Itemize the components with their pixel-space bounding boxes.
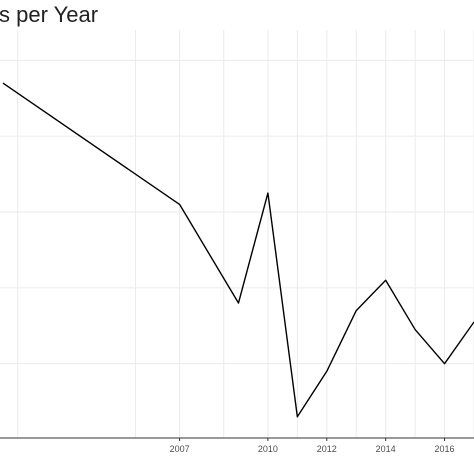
data-point [296, 416, 298, 418]
data-point [237, 302, 239, 304]
x-tick-label: 2007 [170, 444, 190, 454]
data-point [267, 192, 269, 194]
grid [0, 30, 474, 438]
x-tick-label: 2016 [435, 444, 455, 454]
chart-title: s per Year [0, 2, 98, 27]
x-tick-label: 2010 [258, 444, 278, 454]
x-tick-label: 2014 [376, 444, 396, 454]
data-point [326, 370, 328, 372]
series [2, 82, 474, 418]
data-point [414, 329, 416, 331]
data-point [355, 310, 357, 312]
data-point [385, 279, 387, 281]
data-point [444, 363, 446, 365]
data-point [179, 203, 181, 205]
series-line [2, 82, 474, 418]
data-point [2, 82, 4, 84]
x-tick-label: 2012 [317, 444, 337, 454]
x-tick-labels: 2007 2010 2012 2014 2016 [170, 438, 455, 454]
